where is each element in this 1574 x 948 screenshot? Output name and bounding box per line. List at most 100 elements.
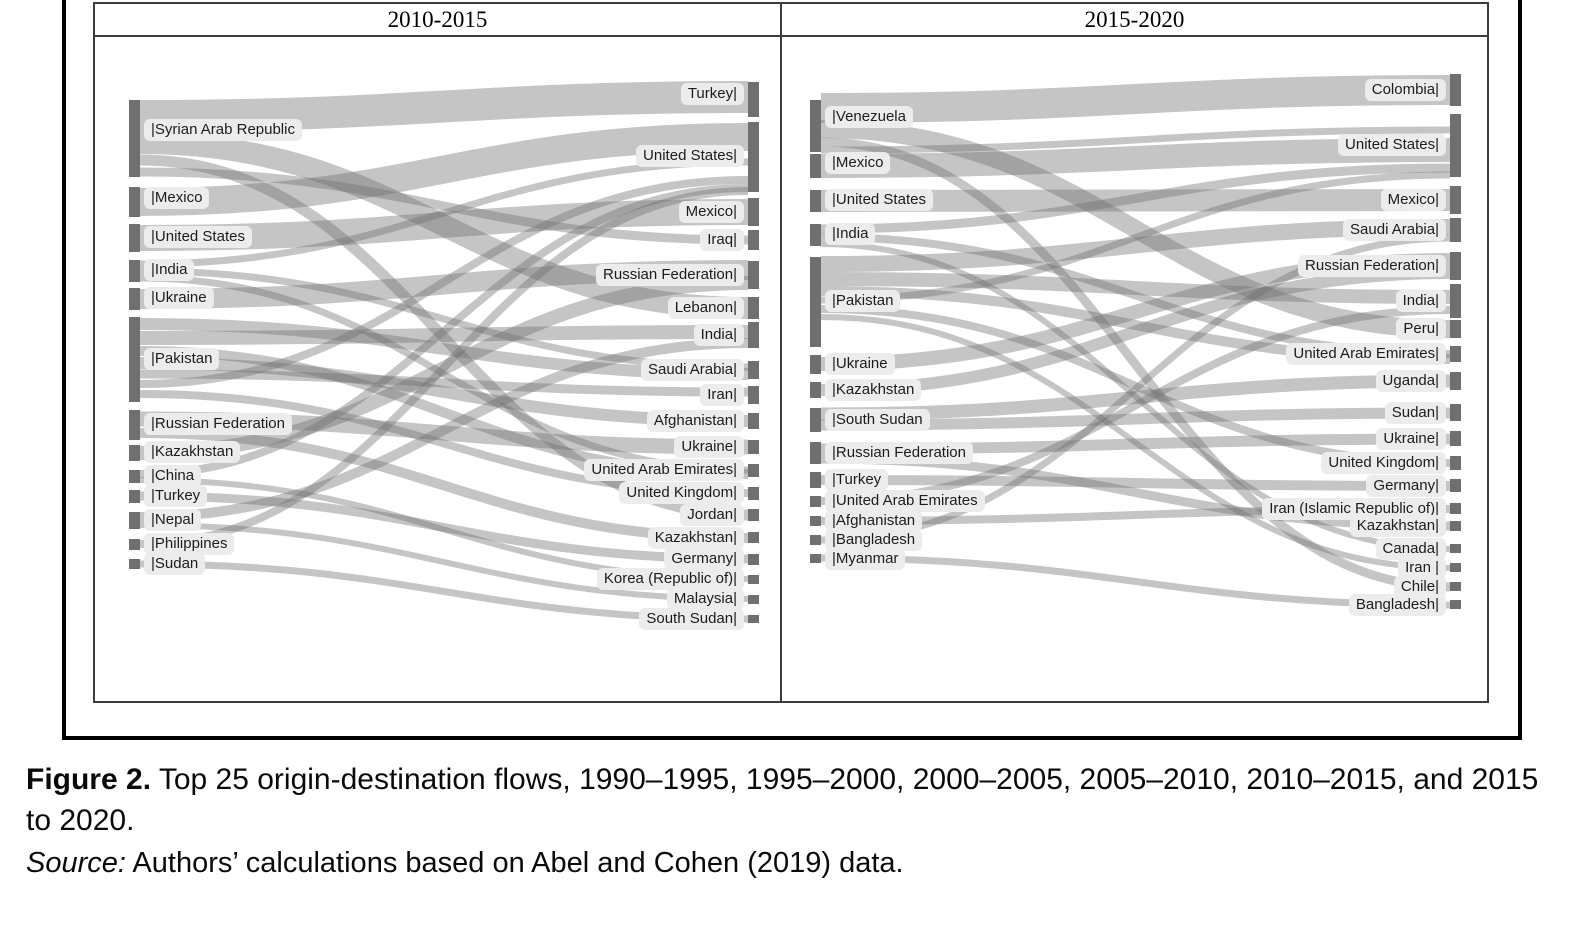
node-bar-dest-united-states xyxy=(1450,114,1461,177)
flow-pakistan-to-india xyxy=(820,272,1451,304)
node-bar-origin-kazakhstan xyxy=(129,445,140,461)
flow-pakistan-to-iran xyxy=(820,314,1451,571)
node-bar-origin-afghanistan xyxy=(810,516,821,526)
flow-venezuela-to-chile xyxy=(820,137,1451,592)
node-bar-dest-india xyxy=(748,322,759,348)
flow-pakistan-to-afghanistan xyxy=(139,357,749,427)
node-bar-origin-pakistan xyxy=(129,317,140,402)
flow-philippines-to-united-states xyxy=(139,187,749,548)
flow-myanmar-to-bangladesh xyxy=(820,554,1451,609)
node-bar-dest-jordan xyxy=(748,509,759,521)
flow-india-to-canada xyxy=(820,241,1451,552)
flow-pakistan-to-united-states xyxy=(820,171,1451,304)
caption-text: Top 25 origin-destination flows, 1990–19… xyxy=(26,763,1539,837)
node-bar-dest-turkey xyxy=(748,82,759,117)
node-bar-origin-turkey xyxy=(129,490,140,503)
flow-china-to-united-states xyxy=(139,184,749,478)
node-bar-origin-russian-federation xyxy=(810,442,821,464)
figure-caption: Figure 2. Top 25 origin-destination flow… xyxy=(26,760,1556,883)
flow-venezuela-to-united-states xyxy=(820,126,1451,154)
node-bar-origin-nepal xyxy=(129,512,140,529)
flow-kazakhstan-to-russian-federation xyxy=(139,276,749,460)
flow-pakistan-to-iran xyxy=(139,369,749,397)
node-bar-dest-mexico xyxy=(748,198,759,226)
node-bar-origin-south-sudan xyxy=(810,408,821,432)
node-bar-dest-united-states xyxy=(748,122,759,192)
flow-pakistan-to-united-states xyxy=(139,176,749,388)
node-bar-dest-ukraine xyxy=(748,440,759,454)
flow-kazakhstan-to-russian-federation xyxy=(820,267,1451,396)
flow-pakistan-to-saudi-arabia xyxy=(820,219,1451,272)
sankey-flows-svg xyxy=(129,74,1461,623)
node-bar-dest-russian-federation xyxy=(1450,252,1461,280)
flow-syrian-arab-republic-to-turkey xyxy=(139,81,749,132)
node-bar-dest-united-arab-emirates xyxy=(748,464,759,477)
flow-syrian-arab-republic-to-iraq xyxy=(139,167,749,245)
node-bar-dest-iran xyxy=(1450,563,1461,572)
flow-pakistan-to-india xyxy=(139,325,749,345)
node-bar-dest-iraq xyxy=(748,230,759,250)
node-bar-dest-mexico xyxy=(1450,186,1461,214)
flow-mexico-to-united-states xyxy=(139,123,749,216)
flow-india-to-united-states xyxy=(139,158,749,268)
node-bar-origin-myanmar xyxy=(810,554,821,563)
flow-syrian-arab-republic-to-lebanon xyxy=(139,132,749,319)
flow-united-arab-emirates-to-india xyxy=(820,306,1451,505)
node-bar-origin-united-states xyxy=(810,190,821,212)
flow-venezuela-to-colombia xyxy=(820,75,1451,123)
flow-nepal-to-india xyxy=(139,338,749,522)
flow-venezuela-to-peru xyxy=(820,120,1451,338)
caption-label: Figure 2. xyxy=(26,763,152,796)
node-bar-origin-philippines xyxy=(129,539,140,550)
node-bar-dest-russian-federation xyxy=(748,261,759,289)
node-bar-dest-germany xyxy=(748,554,759,565)
node-bar-dest-united-arab-emirates xyxy=(1450,346,1461,362)
node-bar-origin-ukraine xyxy=(810,355,821,374)
flow-india-to-united-states xyxy=(820,163,1451,234)
node-bar-origin-kazakhstan xyxy=(810,382,821,398)
node-bar-origin-venezuela xyxy=(810,100,821,152)
node-bar-dest-chile xyxy=(1450,582,1461,591)
node-bar-dest-kazakhstan xyxy=(1450,521,1461,531)
node-bar-origin-united-states xyxy=(129,224,140,252)
panel-title-2015-2020: 2015-2020 xyxy=(1084,7,1185,32)
node-bar-origin-mexico xyxy=(129,187,140,217)
node-bar-origin-india xyxy=(810,224,821,246)
node-bar-origin-sudan xyxy=(129,559,140,569)
node-bar-origin-turkey xyxy=(810,472,821,488)
figure-outer-border xyxy=(62,0,1522,740)
node-bar-dest-saudi-arabia xyxy=(1450,218,1461,242)
node-bar-dest-canada xyxy=(1450,544,1461,553)
node-bar-dest-iran xyxy=(748,386,759,404)
node-bar-dest-malaysia xyxy=(748,595,759,604)
node-bar-dest-uganda xyxy=(1450,372,1461,390)
node-bar-dest-india xyxy=(1450,284,1461,318)
panel-divider-line xyxy=(780,4,782,701)
node-bar-dest-peru xyxy=(1450,320,1461,338)
node-bar-dest-bangladesh xyxy=(1450,600,1461,609)
source-text: Authors’ calculations based on Abel and … xyxy=(132,846,904,879)
flow-russian-federation-to-kazakhstan xyxy=(139,428,749,543)
node-bar-origin-syrian-arab-republic xyxy=(129,100,140,177)
flow-turkey-to-germany xyxy=(820,475,1451,491)
flow-nepal-to-malaysia xyxy=(139,522,749,602)
flow-turkey-to-germany xyxy=(139,491,749,564)
node-bar-dest-united-kingdom xyxy=(1450,456,1461,470)
flow-russian-federation-to-ukraine xyxy=(820,433,1451,455)
source-label: Source: xyxy=(26,846,126,879)
node-bar-dest-germany xyxy=(1450,479,1461,492)
node-bar-origin-ukraine xyxy=(129,288,140,310)
node-bar-origin-united-arab-emirates xyxy=(810,496,821,507)
node-bar-dest-united-kingdom xyxy=(748,487,759,500)
header-divider-line xyxy=(95,35,1487,37)
node-bar-origin-pakistan xyxy=(810,257,821,347)
node-bar-dest-iran-islamic-republic-of xyxy=(1450,503,1461,514)
node-bar-origin-china xyxy=(129,470,140,483)
node-bar-origin-russian-federation xyxy=(129,410,140,440)
node-bar-dest-korea-republic-of xyxy=(748,575,759,584)
sankey-panels-table: 2010-2015 2015-2020 |Syrian Arab Republi… xyxy=(93,2,1489,703)
node-bar-dest-ukraine xyxy=(1450,431,1461,446)
node-bar-dest-sudan xyxy=(1450,404,1461,421)
node-bar-dest-colombia xyxy=(1450,74,1461,106)
node-bar-origin-india xyxy=(129,260,140,282)
